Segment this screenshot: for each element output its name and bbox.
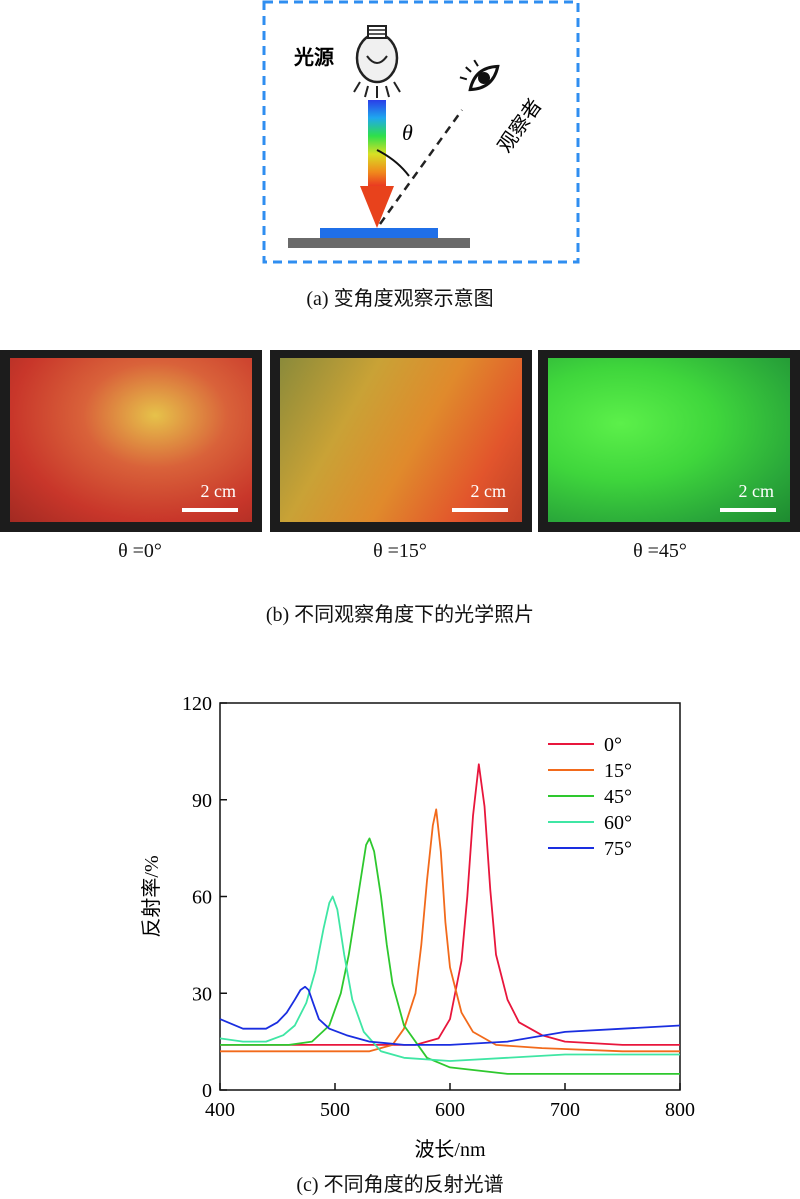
photos-caption: (b) 不同观察角度下的光学照片 <box>265 604 535 626</box>
reflectance-chart: 400 500 600 700 800 0 30 60 90 120 波长/nm 反射率/% 0° 15°… <box>140 693 695 1161</box>
scale-label: 2 cm <box>200 481 237 501</box>
photo-sample <box>548 358 790 522</box>
series-line-2 <box>220 837 680 1075</box>
y-tick-label: 0 <box>202 1080 212 1102</box>
theta-arc <box>376 149 410 177</box>
diagram-caption: (a) 变角度观察示意图 <box>306 288 494 310</box>
angle-label-0: θ =0° <box>118 540 162 562</box>
incident-light-arrow <box>368 100 386 190</box>
angle-label-15: θ =15° <box>373 540 427 562</box>
theta-label: θ <box>402 120 413 145</box>
photo-45deg: 2 cm <box>538 350 800 532</box>
series-line-4 <box>219 985 681 1046</box>
legend-label-2: 45° <box>604 786 632 808</box>
x-axis-label: 波长/nm <box>414 1138 486 1161</box>
x-tick-label: 600 <box>435 1099 465 1121</box>
legend-label-3: 60° <box>604 812 632 834</box>
observer-label: 观察者 <box>493 95 546 157</box>
incident-arrow-head <box>360 186 394 228</box>
angle-observation-diagram: 光源 θ 观察者 <box>262 0 580 264</box>
light-bulb-icon <box>353 25 401 98</box>
photo-sample <box>10 358 252 522</box>
legend-label-1: 15° <box>604 760 632 782</box>
y-tick-label: 30 <box>192 983 212 1005</box>
y-tick-label: 120 <box>182 693 212 715</box>
y-axis-label: 反射率/% <box>140 855 163 937</box>
x-tick-label: 800 <box>665 1099 695 1121</box>
chart-caption: (c) 不同角度的反射光谱 <box>296 1174 504 1196</box>
sample-film <box>320 228 438 238</box>
x-tick-label: 500 <box>320 1099 350 1121</box>
legend-label-4: 75° <box>604 838 632 860</box>
diagram-frame <box>262 0 580 264</box>
eye-icon <box>459 59 500 92</box>
photo-0deg: 2 cm <box>0 350 262 532</box>
light-source-label: 光源 <box>293 46 334 69</box>
series-line-0 <box>220 763 680 1046</box>
scale-bar <box>720 508 776 512</box>
series-line-3 <box>219 895 680 1062</box>
scale-bar <box>452 508 508 512</box>
substrate <box>288 238 470 248</box>
y-tick-label: 60 <box>192 887 212 909</box>
scale-bar <box>182 508 238 512</box>
photo-sample <box>280 358 522 522</box>
x-tick-label: 700 <box>550 1099 580 1121</box>
observer-line <box>378 109 464 225</box>
scale-label: 2 cm <box>470 481 507 501</box>
scale-label: 2 cm <box>738 481 775 501</box>
photo-15deg: 2 cm <box>270 350 532 532</box>
legend-label-0: 0° <box>604 734 622 756</box>
angle-label-45: θ =45° <box>633 540 687 562</box>
y-tick-label: 90 <box>192 790 212 812</box>
x-tick-label: 400 <box>205 1099 235 1121</box>
